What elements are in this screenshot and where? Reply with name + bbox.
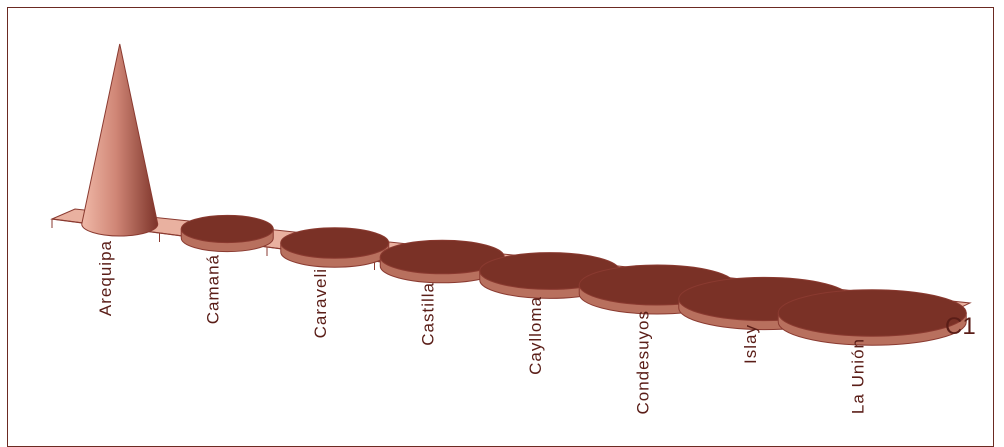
x-axis-label: Arequipa <box>96 240 115 316</box>
x-axis-label: La Unión <box>848 338 867 414</box>
disc-mark <box>280 227 390 268</box>
disc-top <box>777 289 967 337</box>
disc-top <box>280 227 390 259</box>
x-axis-label: Caylloma <box>526 296 545 375</box>
chart-area: Arequipa Camaná Caraveli Castilla Caylloma Co… <box>50 43 976 415</box>
x-axis-label: Islay <box>741 324 760 364</box>
x-axis-label: Camaná <box>203 254 222 324</box>
disc-top <box>180 214 274 244</box>
series-label: C1 <box>945 313 976 340</box>
disc-mark <box>777 289 967 346</box>
disc-mark <box>379 239 505 284</box>
x-axis-label: Condesuyos <box>633 310 652 415</box>
cone-mark <box>81 43 159 237</box>
x-axis-label: Caraveli <box>311 268 330 338</box>
disc-mark <box>180 214 274 253</box>
x-axis-label: Castilla <box>418 282 437 346</box>
cone-body <box>81 43 159 237</box>
